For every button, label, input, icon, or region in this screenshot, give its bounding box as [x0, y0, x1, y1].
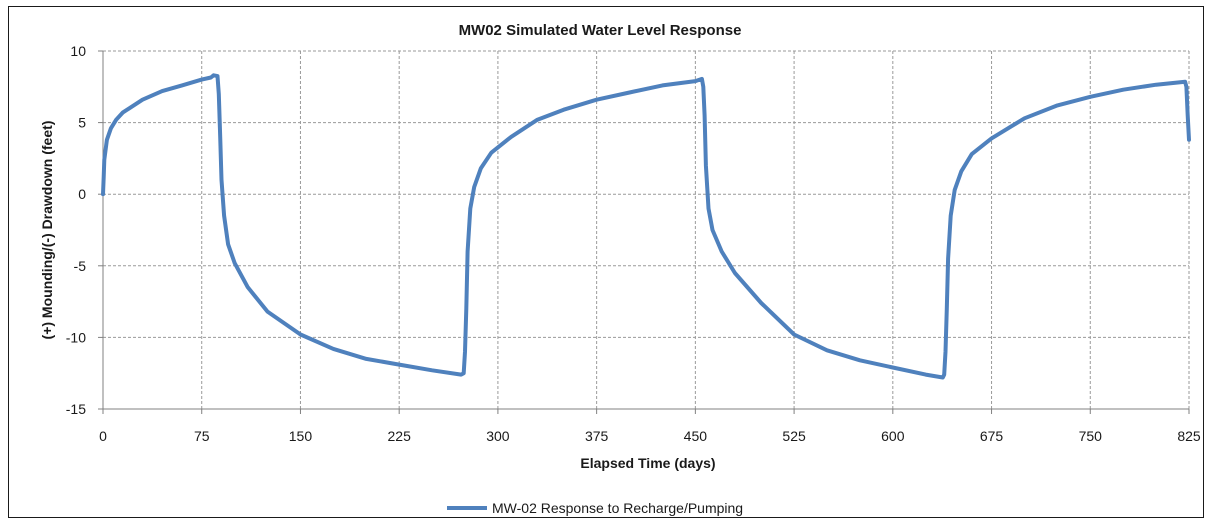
- x-tick-label: 300: [486, 428, 510, 444]
- x-tick-label: 0: [99, 428, 107, 444]
- y-tick-label: -10: [66, 329, 86, 345]
- x-tick-label: 150: [289, 428, 313, 444]
- chart-frame: [8, 6, 1204, 518]
- x-tick-label: 375: [585, 428, 609, 444]
- x-tick-label: 750: [1079, 428, 1103, 444]
- x-tick-label: 600: [881, 428, 905, 444]
- legend: MW-02 Response to Recharge/Pumping: [447, 500, 743, 516]
- y-tick-labels: 10 5 0 -5 -10 -15: [66, 43, 86, 417]
- grid-lines: [103, 50, 1190, 409]
- chart-title: MW02 Simulated Water Level Response: [459, 22, 742, 39]
- x-tick-label: 675: [980, 428, 1004, 444]
- y-axis-label: (+) Mounding/(-) Drawdown (feet): [39, 121, 55, 340]
- y-tick-label: 0: [78, 186, 86, 202]
- y-tick-label: 10: [70, 43, 86, 59]
- x-tick-label: 450: [684, 428, 708, 444]
- x-tick-label: 825: [1177, 428, 1201, 444]
- axes: [98, 50, 1190, 414]
- x-tick-labels: 0 75 150 225 300 375 450 525 600 675 750 825: [99, 428, 1201, 444]
- x-tick-label: 75: [194, 428, 210, 444]
- x-tick-label: 525: [782, 428, 806, 444]
- x-tick-label: 225: [388, 428, 412, 444]
- series-line-mw02: [101, 73, 1191, 380]
- y-tick-label: -5: [74, 258, 87, 274]
- x-axis-label: Elapsed Time (days): [580, 455, 715, 471]
- legend-label: MW-02 Response to Recharge/Pumping: [492, 500, 743, 516]
- y-tick-label: -15: [66, 401, 86, 417]
- y-tick-label: 5: [78, 115, 86, 131]
